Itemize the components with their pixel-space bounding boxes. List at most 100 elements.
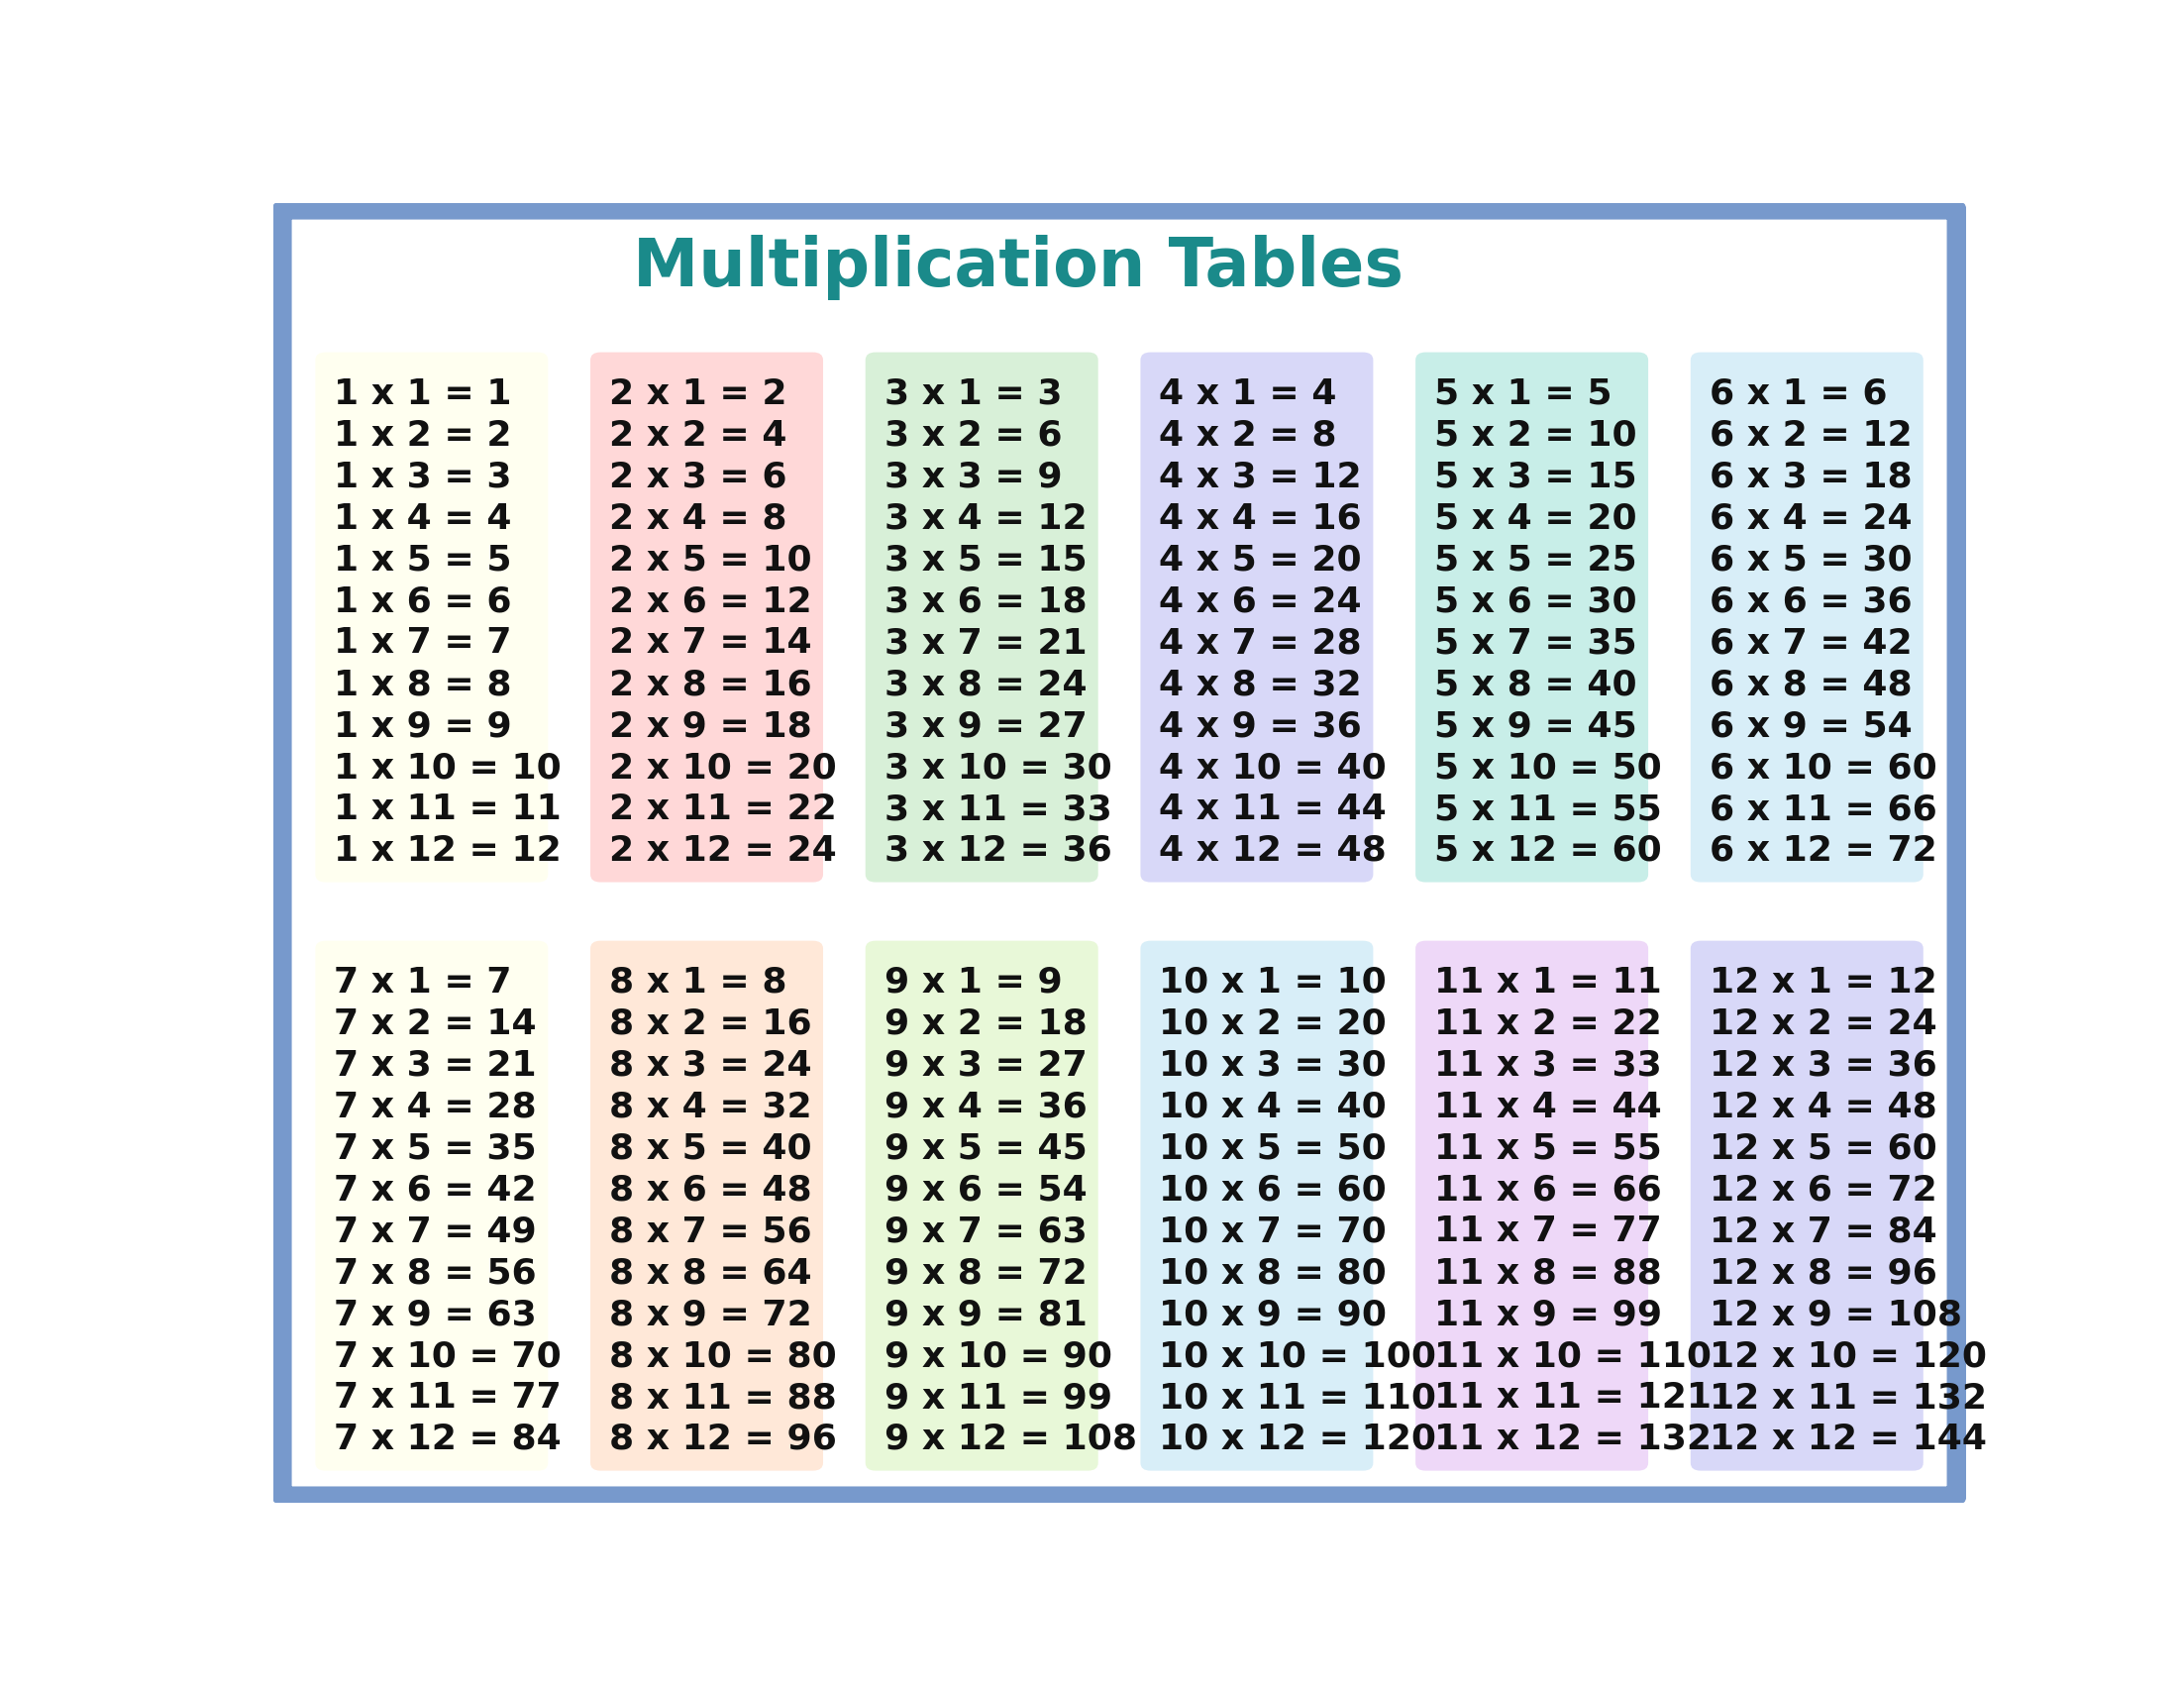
FancyBboxPatch shape xyxy=(1690,941,1924,1471)
Text: 5 x 6 = 30: 5 x 6 = 30 xyxy=(1435,584,1636,618)
Text: 7 x 12 = 84: 7 x 12 = 84 xyxy=(334,1422,561,1456)
Text: 9 x 6 = 54: 9 x 6 = 54 xyxy=(885,1174,1088,1208)
Text: 7 x 4 = 28: 7 x 4 = 28 xyxy=(334,1091,537,1125)
Text: 4 x 3 = 12: 4 x 3 = 12 xyxy=(1160,461,1363,495)
Text: 6 x 1 = 6: 6 x 1 = 6 xyxy=(1710,377,1887,410)
Text: 5 x 2 = 10: 5 x 2 = 10 xyxy=(1435,419,1636,453)
Text: 4 x 12 = 48: 4 x 12 = 48 xyxy=(1160,834,1387,868)
Text: 12 x 11 = 132: 12 x 11 = 132 xyxy=(1710,1382,1987,1415)
Text: 6 x 3 = 18: 6 x 3 = 18 xyxy=(1710,461,1911,495)
FancyBboxPatch shape xyxy=(590,941,823,1471)
Text: 9 x 1 = 9: 9 x 1 = 9 xyxy=(885,966,1061,1000)
Text: Multiplication Tables: Multiplication Tables xyxy=(633,235,1402,301)
Text: 1 x 9 = 9: 1 x 9 = 9 xyxy=(334,709,511,743)
Text: 12 x 6 = 72: 12 x 6 = 72 xyxy=(1710,1174,1937,1208)
Text: 1 x 6 = 6: 1 x 6 = 6 xyxy=(334,584,511,618)
Text: 11 x 8 = 88: 11 x 8 = 88 xyxy=(1435,1257,1662,1290)
Text: 3 x 3 = 9: 3 x 3 = 9 xyxy=(885,461,1061,495)
Text: 1 x 5 = 5: 1 x 5 = 5 xyxy=(334,544,511,578)
Text: 8 x 6 = 48: 8 x 6 = 48 xyxy=(609,1174,812,1208)
Text: 5 x 3 = 15: 5 x 3 = 15 xyxy=(1435,461,1636,495)
Text: 7 x 3 = 21: 7 x 3 = 21 xyxy=(334,1049,537,1083)
Text: 3 x 7 = 21: 3 x 7 = 21 xyxy=(885,627,1088,660)
Text: 6 x 2 = 12: 6 x 2 = 12 xyxy=(1710,419,1911,453)
Text: 12 x 5 = 60: 12 x 5 = 60 xyxy=(1710,1132,1937,1165)
FancyBboxPatch shape xyxy=(1415,941,1649,1471)
Text: 11 x 5 = 55: 11 x 5 = 55 xyxy=(1435,1132,1662,1165)
Text: 9 x 5 = 45: 9 x 5 = 45 xyxy=(885,1132,1088,1165)
Text: 10 x 10 = 100: 10 x 10 = 100 xyxy=(1160,1339,1437,1373)
Text: 6 x 11 = 66: 6 x 11 = 66 xyxy=(1710,792,1937,826)
Text: 7 x 2 = 14: 7 x 2 = 14 xyxy=(334,1007,537,1040)
Text: 7 x 10 = 70: 7 x 10 = 70 xyxy=(334,1339,561,1373)
Text: 5 x 1 = 5: 5 x 1 = 5 xyxy=(1435,377,1612,410)
Text: 10 x 12 = 120: 10 x 12 = 120 xyxy=(1160,1422,1437,1456)
Text: 4 x 5 = 20: 4 x 5 = 20 xyxy=(1160,544,1363,578)
Text: 11 x 12 = 132: 11 x 12 = 132 xyxy=(1435,1422,1712,1456)
Text: 2 x 3 = 6: 2 x 3 = 6 xyxy=(609,461,786,495)
Text: 1 x 12 = 12: 1 x 12 = 12 xyxy=(334,834,561,868)
Text: 12 x 2 = 24: 12 x 2 = 24 xyxy=(1710,1007,1937,1040)
Text: 7 x 1 = 7: 7 x 1 = 7 xyxy=(334,966,511,1000)
Text: 5 x 5 = 25: 5 x 5 = 25 xyxy=(1435,544,1636,578)
Text: 10 x 8 = 80: 10 x 8 = 80 xyxy=(1160,1257,1387,1290)
Text: 9 x 8 = 72: 9 x 8 = 72 xyxy=(885,1257,1088,1290)
Text: 11 x 7 = 77: 11 x 7 = 77 xyxy=(1435,1214,1662,1248)
Text: 3 x 1 = 3: 3 x 1 = 3 xyxy=(885,377,1061,410)
Text: 6 x 12 = 72: 6 x 12 = 72 xyxy=(1710,834,1937,868)
Text: 5 x 9 = 45: 5 x 9 = 45 xyxy=(1435,709,1638,743)
FancyBboxPatch shape xyxy=(865,353,1099,882)
Text: 1 x 11 = 11: 1 x 11 = 11 xyxy=(334,792,561,826)
Text: 5 x 11 = 55: 5 x 11 = 55 xyxy=(1435,792,1662,826)
Text: 9 x 7 = 63: 9 x 7 = 63 xyxy=(885,1214,1088,1248)
Text: 3 x 12 = 36: 3 x 12 = 36 xyxy=(885,834,1112,868)
Text: 2 x 5 = 10: 2 x 5 = 10 xyxy=(609,544,812,578)
FancyBboxPatch shape xyxy=(1140,941,1374,1471)
FancyBboxPatch shape xyxy=(1690,353,1924,882)
Text: 3 x 10 = 30: 3 x 10 = 30 xyxy=(885,752,1112,785)
Text: 3 x 11 = 33: 3 x 11 = 33 xyxy=(885,792,1112,826)
Text: 8 x 9 = 72: 8 x 9 = 72 xyxy=(609,1297,812,1331)
FancyBboxPatch shape xyxy=(282,209,1957,1496)
FancyBboxPatch shape xyxy=(314,941,548,1471)
Text: 2 x 12 = 24: 2 x 12 = 24 xyxy=(609,834,836,868)
Text: 8 x 11 = 88: 8 x 11 = 88 xyxy=(609,1382,836,1415)
Text: 6 x 9 = 54: 6 x 9 = 54 xyxy=(1710,709,1911,743)
Text: 6 x 10 = 60: 6 x 10 = 60 xyxy=(1710,752,1937,785)
Text: 2 x 4 = 8: 2 x 4 = 8 xyxy=(609,502,786,535)
Text: 1 x 3 = 3: 1 x 3 = 3 xyxy=(334,461,511,495)
Text: 4 x 2 = 8: 4 x 2 = 8 xyxy=(1160,419,1337,453)
Text: 9 x 3 = 27: 9 x 3 = 27 xyxy=(885,1049,1088,1083)
Text: 10 x 4 = 40: 10 x 4 = 40 xyxy=(1160,1091,1387,1125)
Text: 6 x 7 = 42: 6 x 7 = 42 xyxy=(1710,627,1911,660)
Text: 2 x 10 = 20: 2 x 10 = 20 xyxy=(609,752,836,785)
Text: 8 x 8 = 64: 8 x 8 = 64 xyxy=(609,1257,812,1290)
Text: 8 x 12 = 96: 8 x 12 = 96 xyxy=(609,1422,836,1456)
Text: 12 x 10 = 120: 12 x 10 = 120 xyxy=(1710,1339,1987,1373)
Text: 9 x 12 = 108: 9 x 12 = 108 xyxy=(885,1422,1136,1456)
Text: 11 x 1 = 11: 11 x 1 = 11 xyxy=(1435,966,1662,1000)
Text: 10 x 6 = 60: 10 x 6 = 60 xyxy=(1160,1174,1387,1208)
Text: 4 x 6 = 24: 4 x 6 = 24 xyxy=(1160,584,1363,618)
Text: 2 x 11 = 22: 2 x 11 = 22 xyxy=(609,792,836,826)
Text: 11 x 2 = 22: 11 x 2 = 22 xyxy=(1435,1007,1662,1040)
Text: 11 x 3 = 33: 11 x 3 = 33 xyxy=(1435,1049,1662,1083)
Text: 7 x 8 = 56: 7 x 8 = 56 xyxy=(334,1257,537,1290)
Text: 7 x 7 = 49: 7 x 7 = 49 xyxy=(334,1214,537,1248)
Text: 4 x 10 = 40: 4 x 10 = 40 xyxy=(1160,752,1387,785)
Text: 9 x 2 = 18: 9 x 2 = 18 xyxy=(885,1007,1088,1040)
Text: 3 x 4 = 12: 3 x 4 = 12 xyxy=(885,502,1088,535)
FancyBboxPatch shape xyxy=(865,941,1099,1471)
Text: 12 x 9 = 108: 12 x 9 = 108 xyxy=(1710,1297,1961,1331)
Text: 8 x 7 = 56: 8 x 7 = 56 xyxy=(609,1214,812,1248)
Text: 7 x 6 = 42: 7 x 6 = 42 xyxy=(334,1174,537,1208)
Text: 2 x 2 = 4: 2 x 2 = 4 xyxy=(609,419,786,453)
Text: 11 x 10 = 110: 11 x 10 = 110 xyxy=(1435,1339,1712,1373)
Text: 5 x 4 = 20: 5 x 4 = 20 xyxy=(1435,502,1636,535)
FancyBboxPatch shape xyxy=(590,353,823,882)
Text: 10 x 5 = 50: 10 x 5 = 50 xyxy=(1160,1132,1387,1165)
Text: 4 x 11 = 44: 4 x 11 = 44 xyxy=(1160,792,1387,826)
Text: 5 x 7 = 35: 5 x 7 = 35 xyxy=(1435,627,1636,660)
Text: 9 x 4 = 36: 9 x 4 = 36 xyxy=(885,1091,1088,1125)
Text: 7 x 11 = 77: 7 x 11 = 77 xyxy=(334,1382,561,1415)
